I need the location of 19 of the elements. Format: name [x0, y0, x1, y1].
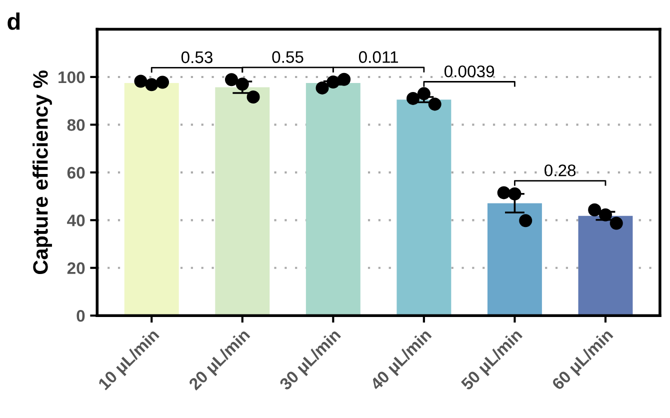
annotation: 0.55 [272, 51, 304, 63]
chart-title: d [8, 12, 20, 30]
y-tick-label: 60 [67, 166, 85, 179]
y-tick-label: 80 [67, 119, 85, 131]
y-tick-label: 100 [58, 71, 85, 84]
annotation: 0.0039 [444, 65, 494, 78]
y-tick-label: 20 [67, 262, 85, 274]
bar [578, 216, 633, 316]
bar [124, 82, 179, 316]
annotation: 0.53 [181, 51, 212, 64]
bar [306, 82, 360, 316]
annotation: 0.28 [544, 164, 576, 176]
bar [396, 100, 452, 316]
y-tick-label: 0 [76, 310, 85, 322]
y-tick-label: 40 [67, 214, 85, 226]
annotation: 0.011 [358, 51, 398, 63]
y-axis-title: Capture efficiency % [32, 70, 52, 274]
bar [215, 87, 270, 316]
bar [487, 203, 542, 316]
